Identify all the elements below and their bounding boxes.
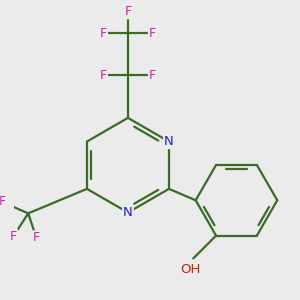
Text: F: F bbox=[0, 195, 6, 208]
Text: N: N bbox=[164, 135, 174, 148]
Text: F: F bbox=[10, 230, 17, 243]
Text: N: N bbox=[123, 206, 133, 219]
Text: F: F bbox=[33, 231, 40, 244]
Text: F: F bbox=[149, 69, 156, 82]
Text: F: F bbox=[100, 26, 107, 40]
Text: F: F bbox=[100, 69, 107, 82]
Text: OH: OH bbox=[180, 263, 200, 276]
Text: F: F bbox=[149, 26, 156, 40]
Text: F: F bbox=[124, 5, 131, 18]
